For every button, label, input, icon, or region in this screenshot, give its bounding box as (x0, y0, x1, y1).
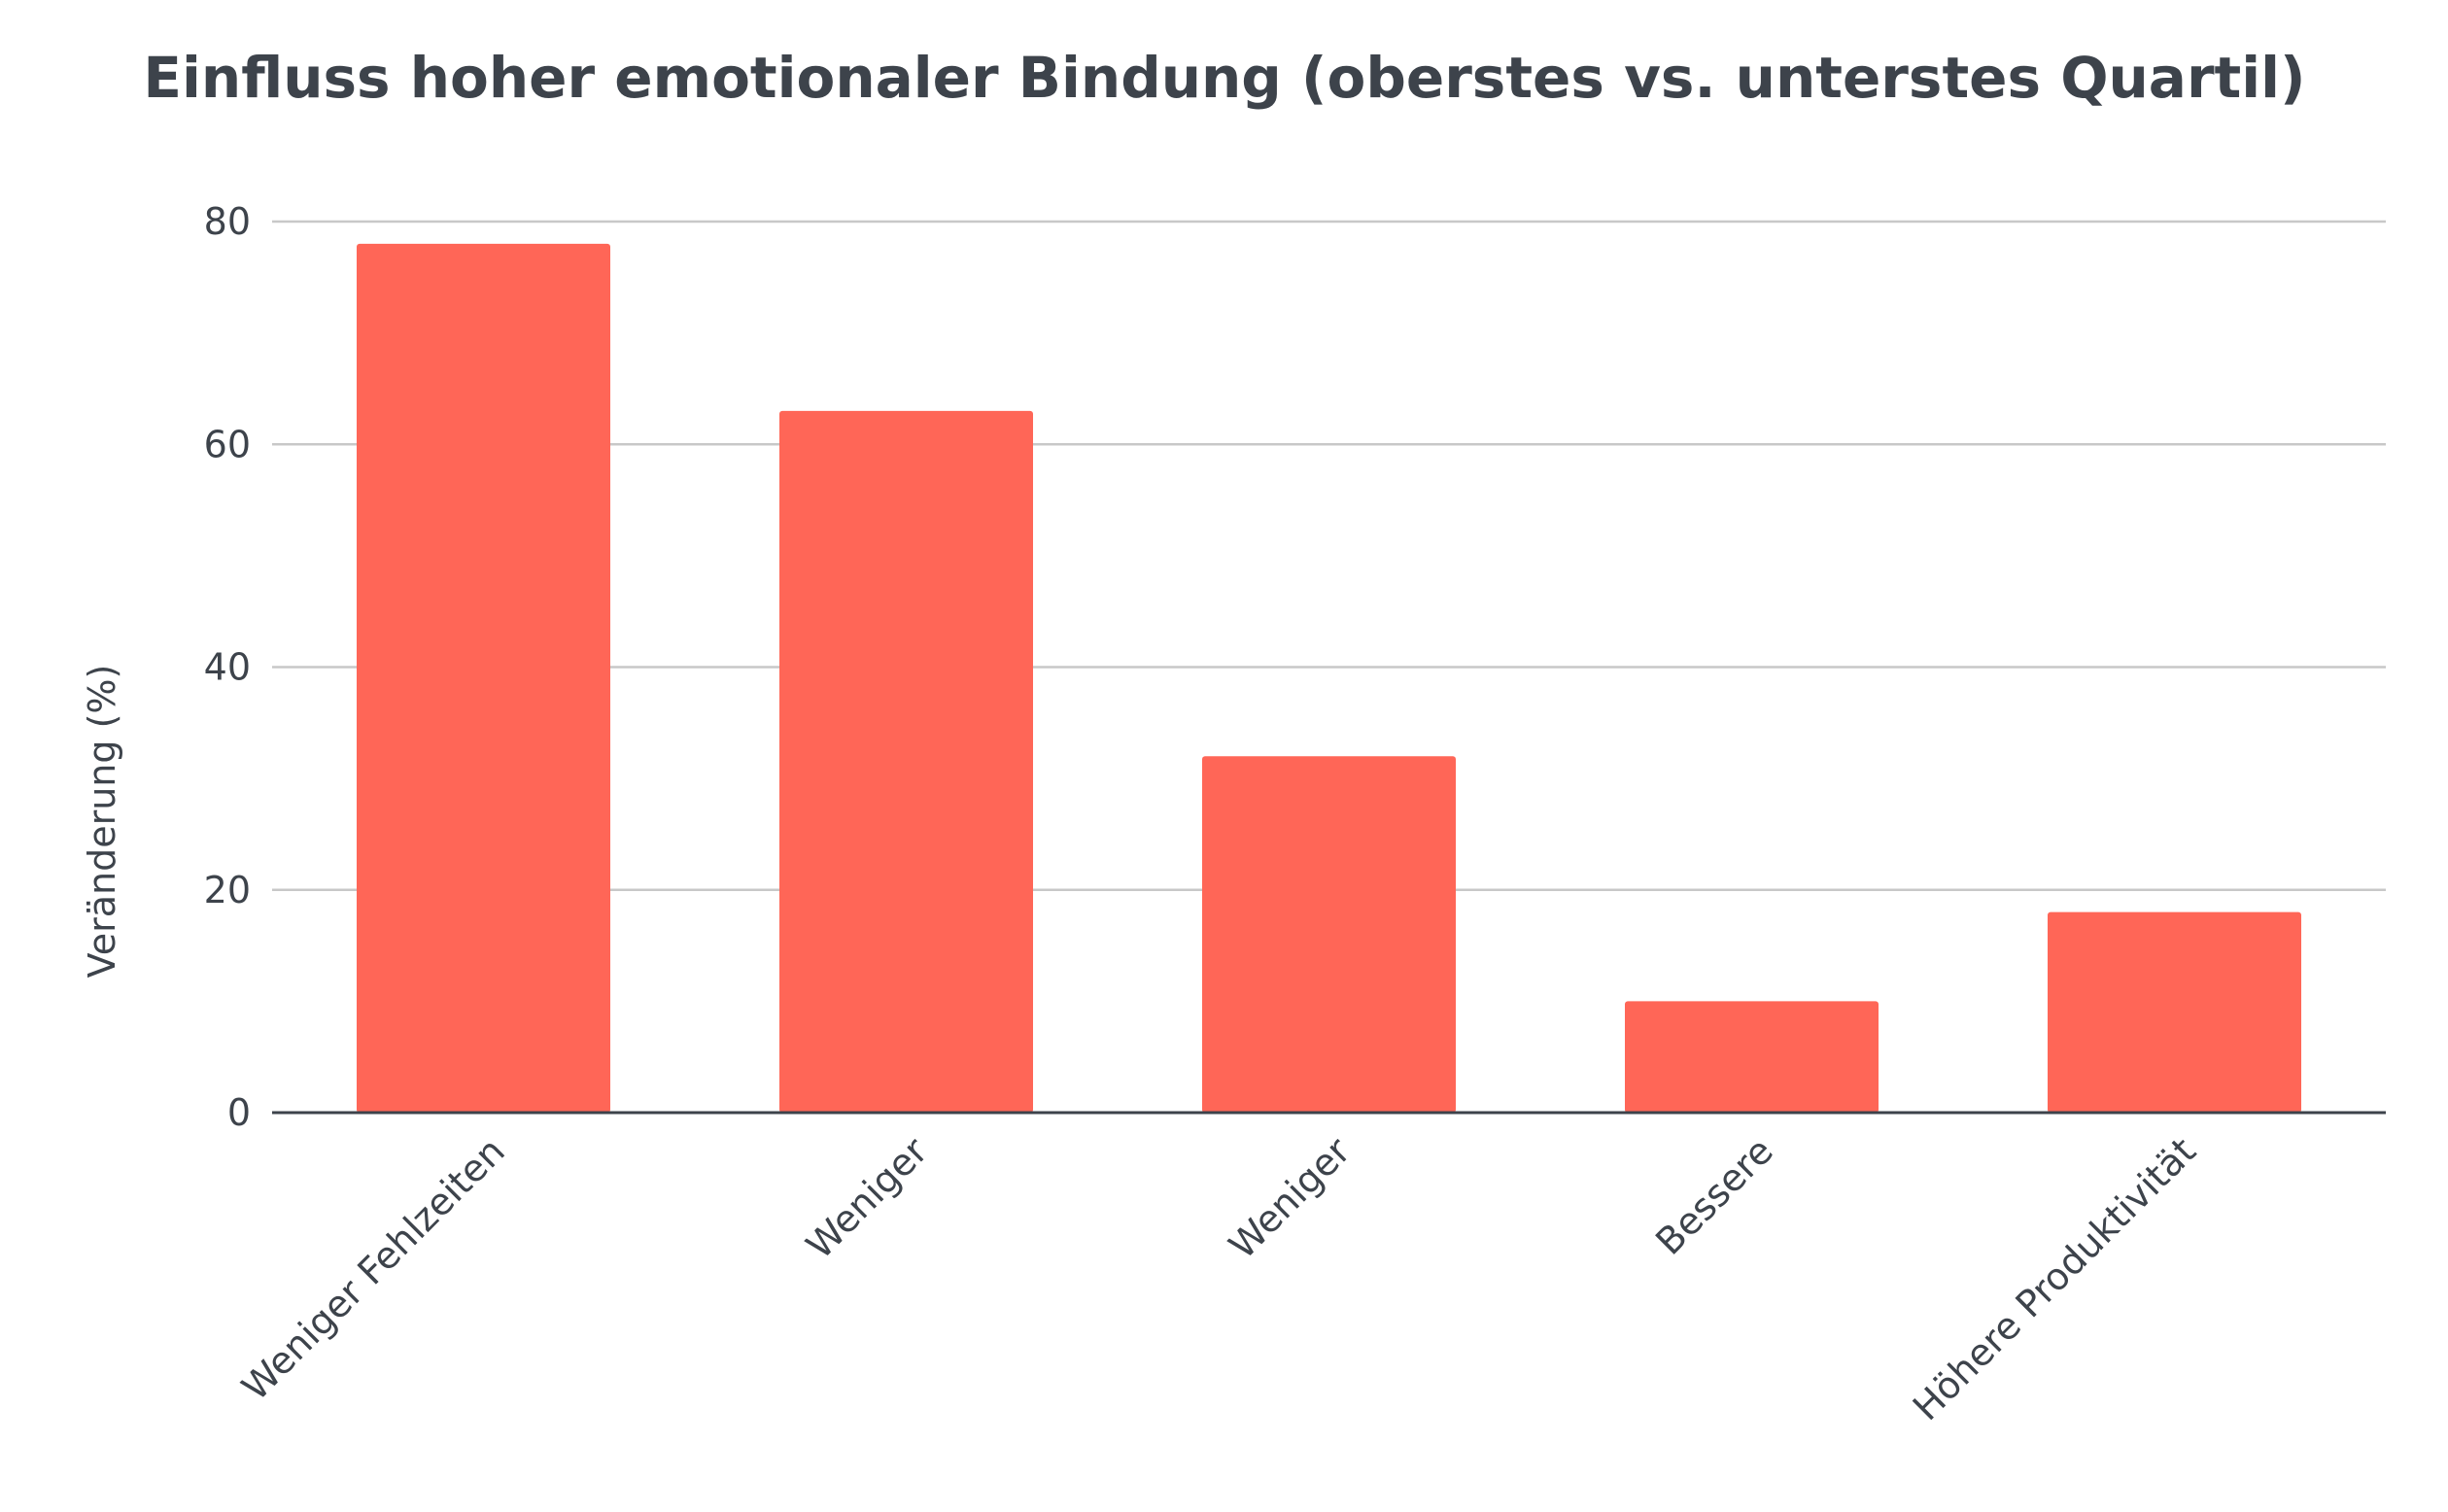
x-tick-label: Weniger Fehlzeiten (233, 1129, 513, 1409)
bar (1625, 1001, 1879, 1113)
y-axis-ticks: 0 20 40 60 80 (204, 200, 251, 1134)
y-tick-label: 80 (204, 200, 251, 243)
chart-title: Einfluss hoher emotionaler Bindung (ober… (143, 45, 2305, 111)
x-tick-label: Höhere Produktivität (1905, 1129, 2204, 1428)
y-tick-label: 60 (204, 423, 251, 465)
bars (357, 243, 2301, 1114)
bar (2048, 911, 2301, 1113)
y-tick-label: 20 (204, 869, 251, 911)
x-axis-categories: Weniger Fehlzeiten Weniger Weniger Bessere H… (233, 1129, 2204, 1428)
y-tick-label: 40 (204, 646, 251, 689)
x-tick-label: Weniger (1221, 1129, 1359, 1267)
bar (357, 243, 610, 1114)
bar (779, 410, 1033, 1113)
x-tick-label: Bessere (1647, 1129, 1781, 1263)
x-tick-label: Weniger (798, 1129, 936, 1267)
y-axis-label: Veränderung (%) (81, 665, 123, 979)
bar (1202, 756, 1456, 1113)
y-tick-label: 0 (227, 1091, 251, 1134)
